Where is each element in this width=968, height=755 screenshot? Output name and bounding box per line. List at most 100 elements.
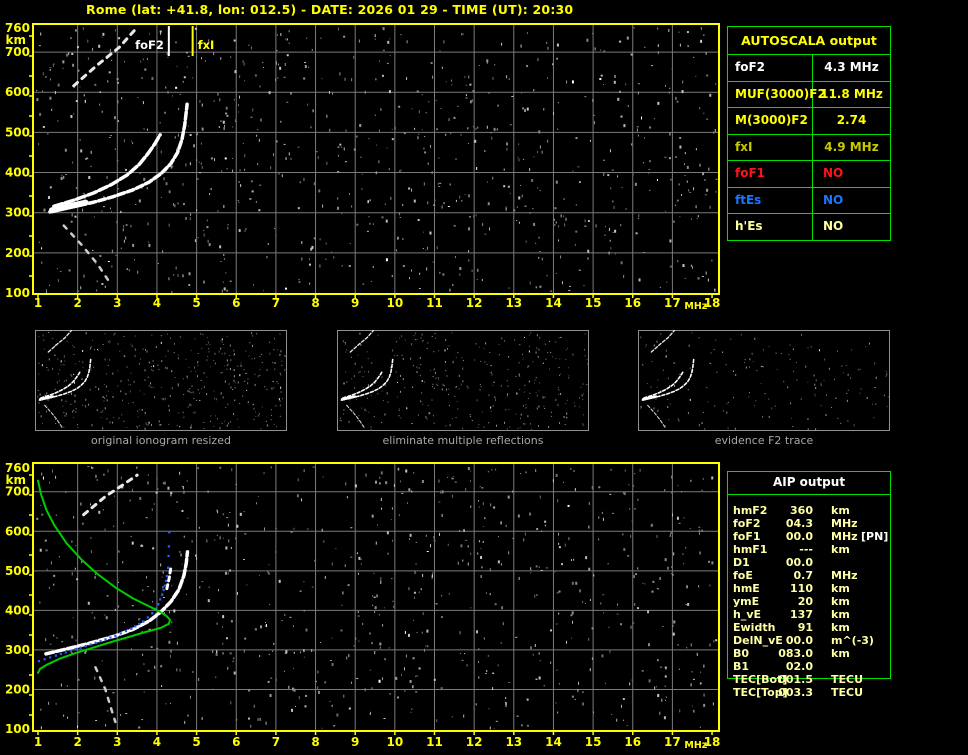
svg-text:12: 12 — [466, 296, 483, 310]
parameter-value: 0.7 — [793, 569, 814, 582]
parameter-label: Ewidth — [733, 621, 776, 634]
aip-header-divider — [727, 494, 891, 495]
thumbnail-evidence-f2-trace — [638, 330, 890, 431]
parameter-value: 91 — [797, 621, 813, 634]
thumbnail-caption: eliminate multiple reflections — [382, 434, 544, 447]
svg-text:500: 500 — [5, 125, 30, 139]
svg-text:15: 15 — [585, 735, 602, 749]
parameter-value: --- — [799, 543, 813, 556]
svg-text:1: 1 — [34, 296, 42, 310]
svg-text:18: 18 — [704, 296, 721, 310]
svg-text:foF2: foF2 — [135, 38, 164, 52]
autoscala-row: foF2 4.3 MHz — [728, 54, 890, 81]
svg-text:300: 300 — [5, 643, 30, 657]
parameter-unit: km — [831, 595, 850, 608]
svg-text:13: 13 — [505, 735, 522, 749]
parameter-unit: MHz — [831, 530, 858, 543]
svg-text:3: 3 — [113, 296, 121, 310]
svg-text:km: km — [6, 473, 26, 487]
aip-row: h_vE 137 km — [727, 608, 897, 621]
autoscala-row: foF1 NO — [728, 160, 890, 187]
svg-text:2: 2 — [73, 735, 81, 749]
autoscala-row: ftEs NO — [728, 186, 890, 213]
svg-text:fxI: fxI — [198, 38, 215, 52]
parameter-label: B1 — [733, 660, 750, 673]
svg-text:760: 760 — [5, 21, 30, 35]
window-title: Rome (lat: +41.8, lon: 012.5) - DATE: 20… — [86, 2, 574, 17]
parameter-unit: MHz — [831, 517, 858, 530]
svg-text:11: 11 — [426, 296, 443, 310]
aip-table-border — [727, 471, 891, 679]
svg-text:200: 200 — [5, 246, 30, 260]
svg-text:6: 6 — [232, 296, 240, 310]
parameter-value: 137 — [790, 608, 813, 621]
parameter-label: fxI — [728, 134, 813, 160]
svg-text:400: 400 — [5, 166, 30, 180]
parameter-label: h'Es — [728, 214, 813, 240]
parameter-label: TEC[Bot] — [733, 673, 788, 686]
parameter-value: 4.3 MHz — [824, 60, 879, 74]
svg-text:10: 10 — [386, 735, 403, 749]
parameter-label: M(3000)F2 — [728, 108, 813, 134]
parameter-value: 00.0 — [785, 556, 813, 569]
svg-text:12: 12 — [466, 735, 483, 749]
svg-text:4: 4 — [153, 735, 161, 749]
thumbnail-caption: evidence F2 trace — [714, 434, 814, 447]
parameter-unit: km — [831, 647, 850, 660]
parameter-label: foF2 — [728, 55, 813, 81]
svg-text:18: 18 — [704, 735, 721, 749]
parameter-unit: km — [831, 543, 850, 556]
aip-row: foF2 04.3 MHz — [727, 517, 897, 530]
thumbnail-eliminate-reflections — [337, 330, 589, 431]
parameter-value: NO — [823, 192, 844, 207]
parameter-value: 00.0 — [785, 530, 813, 543]
parameter-value: 11.8 MHz — [820, 86, 883, 101]
parameter-value: NO — [823, 219, 844, 233]
parameter-value: 110 — [790, 582, 813, 595]
svg-text:760: 760 — [5, 461, 30, 475]
thumbnail-caption: original ionogram resized — [91, 434, 231, 447]
parameter-label: h_vE — [733, 608, 762, 621]
parameter-value: 00.0 — [785, 634, 813, 647]
svg-text:14: 14 — [545, 735, 562, 749]
svg-text:600: 600 — [5, 85, 30, 99]
svg-text:6: 6 — [232, 735, 240, 749]
svg-text:5: 5 — [192, 735, 200, 749]
parameter-label: foF1 — [728, 161, 813, 187]
aip-row: foF1 00.0 MHz [PN] — [727, 530, 897, 543]
parameter-value: NO — [823, 166, 844, 180]
svg-text:500: 500 — [5, 564, 30, 578]
parameter-label: B0 — [733, 647, 750, 660]
aip-row: hmF2 360 km — [727, 504, 897, 517]
parameter-label: hmF1 — [733, 543, 768, 556]
svg-text:16: 16 — [624, 735, 641, 749]
parameter-label: foF2 — [733, 517, 761, 530]
parameter-value: 360 — [790, 504, 813, 517]
svg-text:100: 100 — [5, 722, 30, 736]
svg-text:8: 8 — [311, 296, 319, 310]
svg-text:1: 1 — [34, 735, 42, 749]
autoscala-row: MUF(3000)F2 11.8 MHz — [728, 80, 890, 107]
svg-text:8: 8 — [311, 735, 319, 749]
svg-text:7: 7 — [272, 735, 280, 749]
aip-row: TEC[Top] 003.3 TECU — [727, 686, 897, 699]
svg-text:5: 5 — [192, 296, 200, 310]
parameter-value: 001.5 — [778, 673, 813, 686]
svg-text:100: 100 — [5, 286, 30, 300]
parameter-unit: MHz — [831, 569, 858, 582]
parameter-unit: TECU — [831, 686, 864, 699]
svg-text:600: 600 — [5, 524, 30, 538]
parameter-label: foF1 — [733, 530, 761, 543]
svg-text:4: 4 — [153, 296, 161, 310]
svg-text:km: km — [6, 33, 26, 47]
svg-text:7: 7 — [272, 296, 280, 310]
autoscala-row: M(3000)F2 2.74 — [728, 107, 890, 134]
parameter-label: hmE — [733, 582, 760, 595]
aip-row: DelN_vE 00.0 m^(-3) — [727, 634, 897, 647]
parameter-value: 02.0 — [785, 660, 813, 673]
autoscala-output-table: AUTOSCALA output foF2 4.3 MHz MUF(3000)F2 1… — [727, 26, 891, 241]
parameter-label: TEC[Top] — [733, 686, 788, 699]
